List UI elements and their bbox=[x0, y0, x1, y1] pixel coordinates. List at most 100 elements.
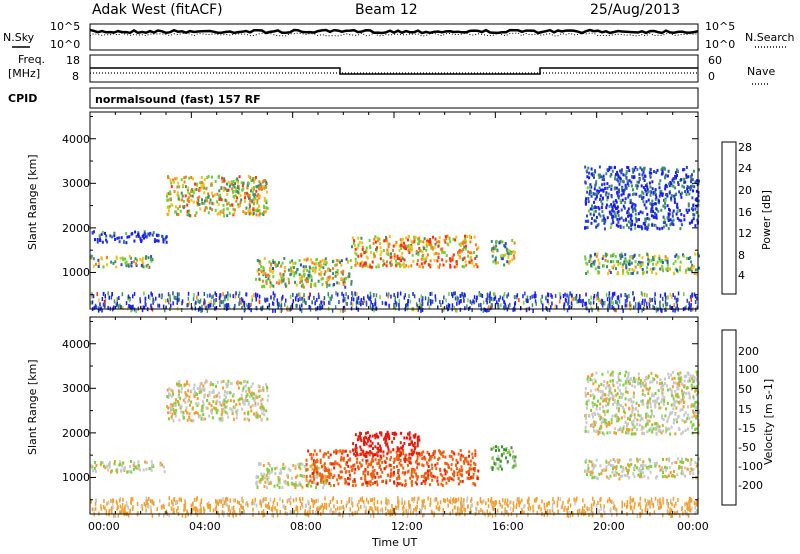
echo-cell bbox=[502, 254, 505, 258]
echo-cell bbox=[607, 400, 610, 404]
echo-cell bbox=[638, 218, 640, 222]
echo-cell bbox=[630, 400, 633, 404]
power-colorbar bbox=[721, 141, 737, 295]
echo-cell bbox=[395, 450, 398, 454]
ground-scatter-cell bbox=[421, 304, 423, 309]
echo-cell bbox=[406, 470, 409, 474]
echo-cell bbox=[242, 210, 245, 214]
echo-cell bbox=[617, 372, 620, 376]
echo-cell bbox=[672, 194, 675, 198]
echo-cell bbox=[606, 182, 609, 186]
echo-cell bbox=[125, 241, 128, 245]
echo-cell bbox=[220, 380, 223, 384]
echo-cell bbox=[242, 181, 245, 185]
echo-cell bbox=[147, 232, 150, 236]
echo-cell bbox=[170, 407, 172, 411]
echo-cell bbox=[594, 209, 597, 213]
echo-cell bbox=[126, 470, 129, 474]
ground-scatter-cell bbox=[233, 306, 235, 311]
echo-cell bbox=[313, 471, 315, 475]
echo-cell bbox=[379, 246, 382, 250]
ground-scatter-cell bbox=[563, 302, 566, 307]
echo-cell bbox=[126, 235, 129, 239]
ground-scatter-cell bbox=[463, 292, 465, 297]
echo-cell bbox=[189, 194, 192, 198]
echo-cell bbox=[660, 386, 663, 390]
echo-cell bbox=[237, 203, 239, 207]
echo-cell bbox=[676, 174, 678, 178]
echo-cell bbox=[651, 423, 654, 427]
ground-scatter-cell bbox=[421, 308, 424, 312]
echo-cell bbox=[235, 412, 238, 416]
echo-cell bbox=[512, 254, 515, 258]
echo-cell bbox=[624, 370, 627, 374]
ground-scatter-cell bbox=[107, 305, 109, 310]
ground-scatter-cell bbox=[193, 293, 195, 298]
echo-cell bbox=[678, 190, 681, 194]
echo-cell bbox=[398, 476, 401, 480]
echo-cell bbox=[402, 449, 404, 453]
echo-cell bbox=[348, 473, 351, 477]
echo-cell bbox=[247, 194, 250, 198]
echo-cell bbox=[259, 462, 262, 466]
echo-cell bbox=[615, 406, 618, 410]
echo-cell bbox=[408, 246, 411, 250]
ground-scatter-cell bbox=[412, 292, 414, 296]
echo-cell bbox=[676, 392, 679, 396]
ground-scatter-cell bbox=[370, 300, 372, 305]
echo-cell bbox=[286, 474, 289, 477]
ground-scatter-cell bbox=[172, 301, 174, 306]
echo-cell bbox=[388, 435, 391, 439]
ground-scatter-cell bbox=[158, 293, 160, 298]
echo-cell bbox=[310, 476, 313, 479]
echo-cell bbox=[661, 475, 664, 479]
ground-scatter-cell bbox=[526, 295, 529, 300]
echo-cell bbox=[631, 219, 633, 223]
echo-cell bbox=[365, 450, 368, 454]
echo-cell bbox=[324, 270, 327, 274]
echo-cell bbox=[646, 227, 649, 231]
echo-cell bbox=[98, 234, 101, 238]
echo-cell bbox=[682, 472, 685, 476]
echo-cell bbox=[681, 460, 684, 464]
ground-scatter-cell bbox=[158, 303, 161, 308]
echo-cell bbox=[660, 431, 663, 435]
ground-scatter-cell bbox=[209, 303, 211, 308]
echo-cell bbox=[268, 464, 271, 467]
echo-cell bbox=[403, 265, 405, 269]
echo-cell bbox=[617, 428, 620, 432]
echo-cell bbox=[203, 201, 206, 205]
ground-scatter-cell bbox=[516, 293, 519, 298]
echo-cell bbox=[506, 451, 509, 455]
echo-cell bbox=[277, 476, 280, 479]
echo-cell bbox=[355, 460, 358, 464]
echo-cell bbox=[659, 378, 662, 382]
echo-cell bbox=[208, 402, 211, 406]
echo-cell bbox=[599, 197, 601, 201]
echo-cell bbox=[211, 201, 214, 205]
ground-scatter-cell bbox=[467, 298, 469, 303]
echo-cell bbox=[596, 252, 599, 256]
echo-cell bbox=[231, 203, 234, 207]
echo-cell bbox=[642, 464, 645, 468]
echo-cell bbox=[105, 234, 108, 238]
echo-cell bbox=[249, 405, 252, 409]
echo-cell bbox=[433, 246, 436, 250]
ground-scatter-cell bbox=[671, 295, 673, 299]
echo-cell bbox=[307, 482, 310, 486]
echo-cell bbox=[658, 382, 661, 386]
echo-cell bbox=[647, 392, 650, 396]
echo-cell bbox=[354, 251, 357, 255]
echo-cell bbox=[390, 263, 393, 267]
echo-cell bbox=[272, 284, 275, 288]
ground-scatter-cell bbox=[199, 300, 201, 305]
ground-scatter-cell bbox=[301, 308, 303, 313]
echo-cell bbox=[678, 268, 681, 272]
echo-cell bbox=[349, 450, 352, 454]
ground-scatter-cell bbox=[309, 292, 311, 297]
echo-cell bbox=[413, 435, 416, 439]
ground-scatter-cell bbox=[653, 306, 655, 310]
echo-cell bbox=[619, 169, 621, 173]
echo-cell bbox=[668, 474, 670, 478]
echo-cell bbox=[190, 188, 193, 192]
